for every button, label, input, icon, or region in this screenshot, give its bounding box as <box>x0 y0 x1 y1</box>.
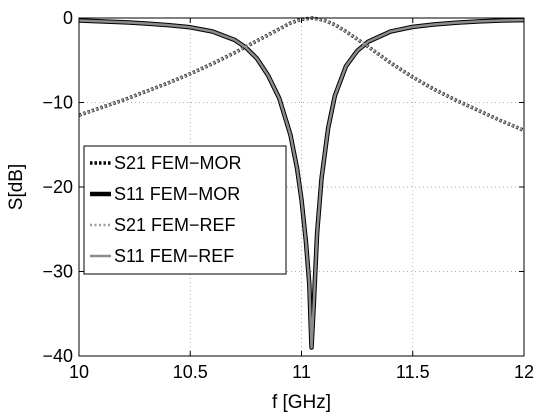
x-tick-label: 11 <box>292 362 311 382</box>
y-axis-label: S[dB] <box>6 164 27 210</box>
legend-label-1: S11 FEM−MOR <box>114 184 240 204</box>
x-tick-label: 11.5 <box>396 362 430 382</box>
series-line-2 <box>78 16 525 132</box>
ticks: 10 10.5 11 11.5 12 0 −10 −20 −30 −40 <box>42 8 534 382</box>
x-tick-label: 10.5 <box>173 362 208 382</box>
y-tick-label: −30 <box>42 262 73 282</box>
y-tick-label: −40 <box>42 346 73 366</box>
series-line-3 <box>78 18 525 349</box>
y-tick-label: 0 <box>63 8 73 28</box>
legend-label-0: S21 FEM−MOR <box>114 153 242 173</box>
y-tick-label: −20 <box>42 177 73 197</box>
x-axis-label: f [GHz] <box>272 392 331 413</box>
x-tick-label: 12 <box>514 362 534 382</box>
series-layer <box>78 16 525 350</box>
legend-label-3: S11 FEM−REF <box>114 246 234 266</box>
x-tick-label: 10 <box>69 362 89 382</box>
legend-label-2: S21 FEM−REF <box>114 215 236 235</box>
y-tick-label: −10 <box>42 93 73 113</box>
legend-box <box>83 145 287 275</box>
legend: S21 FEM−MOR S11 FEM−MOR S21 FEM−REF S11 FEM… <box>83 145 287 275</box>
